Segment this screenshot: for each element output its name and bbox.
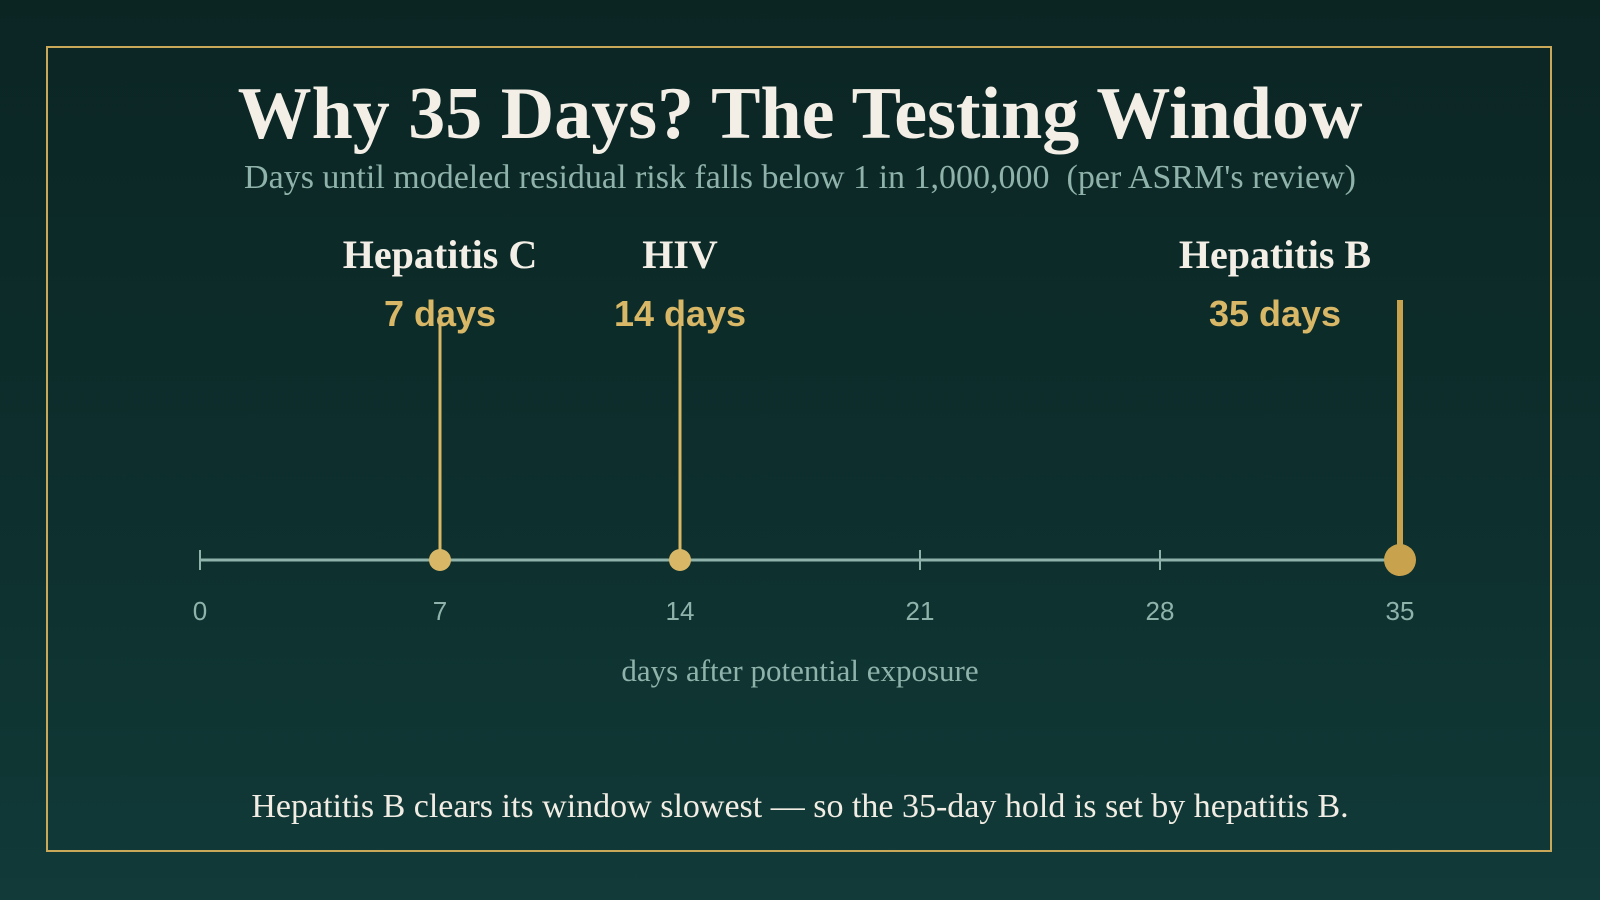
x-tick-label: 7: [433, 596, 447, 626]
chart-title: Why 35 Days? The Testing Window: [237, 73, 1363, 155]
event-label: Hepatitis C: [343, 232, 537, 277]
x-tick-label: 0: [193, 596, 207, 626]
x-tick-label: 21: [906, 596, 935, 626]
event-value-label: 14 days: [614, 293, 746, 334]
event-marker: [1384, 544, 1416, 576]
event-value-label: 7 days: [384, 293, 496, 334]
event-marker: [669, 549, 691, 571]
event-value-label: 35 days: [1209, 293, 1341, 334]
x-tick-label: 14: [666, 596, 695, 626]
event-label: Hepatitis B: [1179, 232, 1371, 277]
event-marker: [429, 549, 451, 571]
chart-footnote: Hepatitis B clears its window slowest — …: [251, 788, 1349, 825]
chart-subtitle: Days until modeled residual risk falls b…: [244, 159, 1356, 196]
x-axis-title: days after potential exposure: [621, 653, 978, 688]
event-label: HIV: [642, 232, 718, 277]
x-tick-label: 35: [1386, 596, 1415, 626]
x-tick-label: 28: [1146, 596, 1175, 626]
slide-frame: [46, 46, 1552, 852]
